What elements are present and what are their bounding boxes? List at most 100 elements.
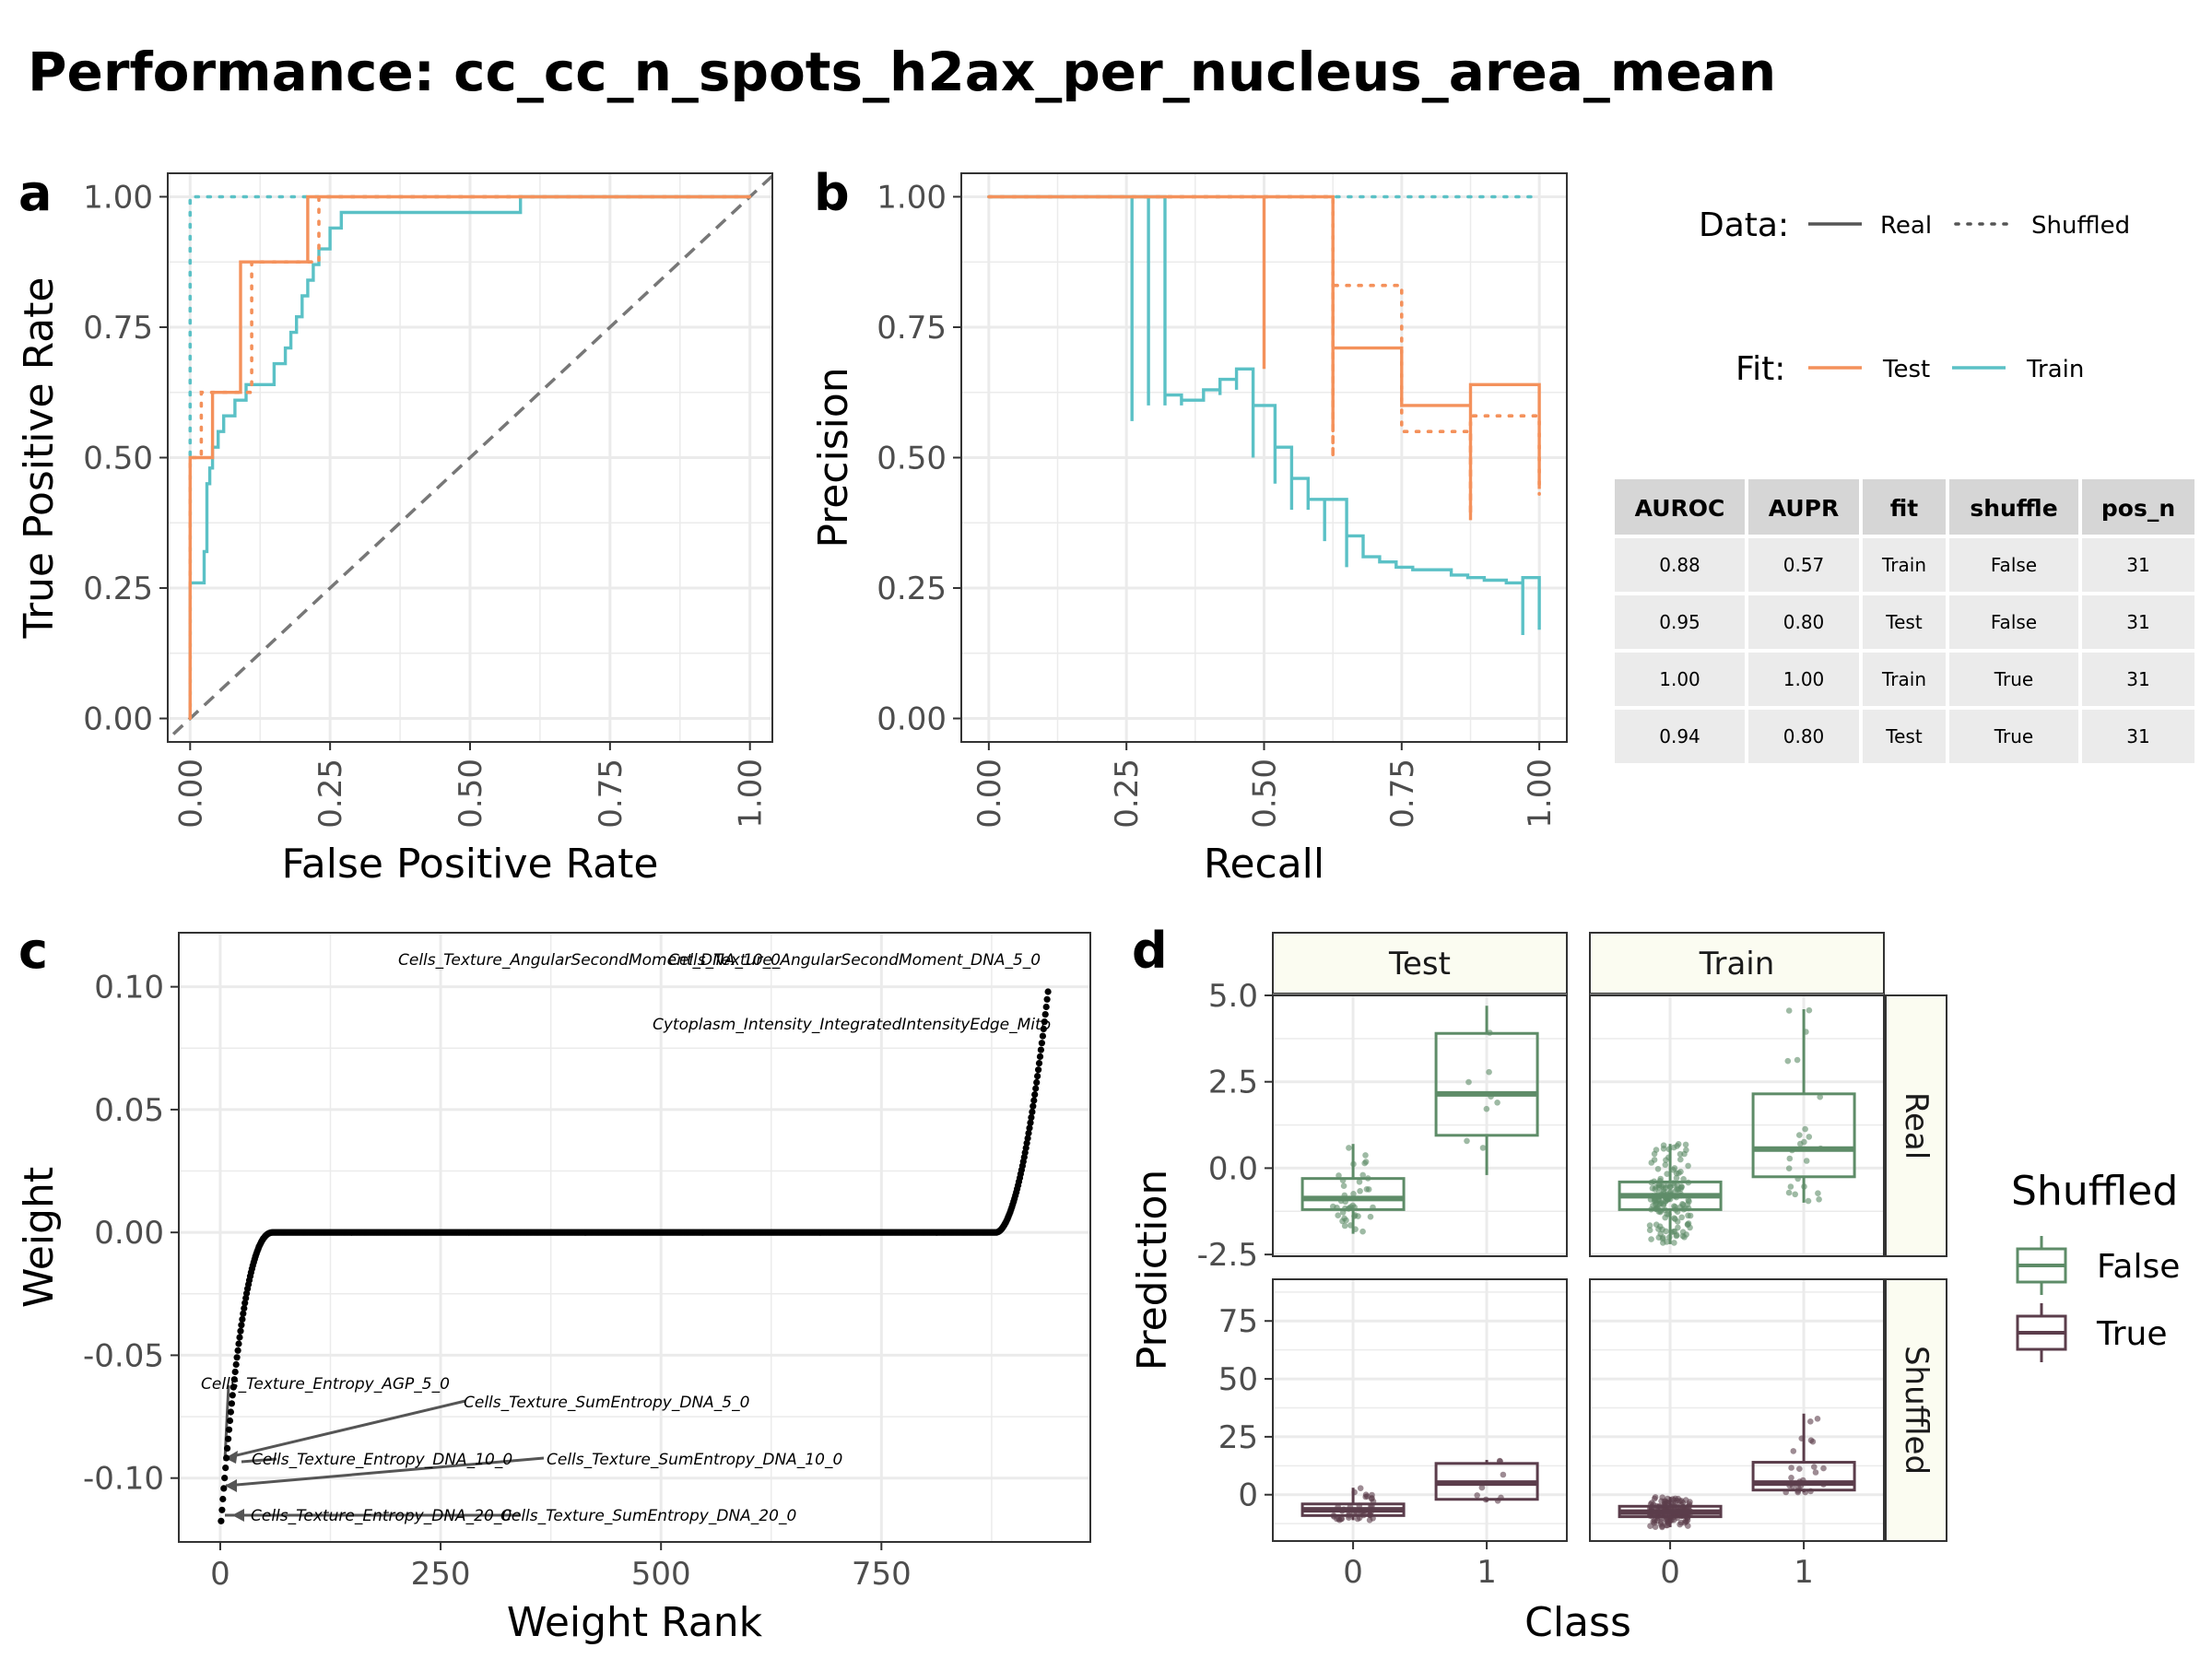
weight-point	[1034, 1073, 1041, 1080]
table-header-cell	[1859, 476, 1949, 538]
weight-point	[241, 1304, 248, 1312]
jitter-point	[1786, 1155, 1794, 1162]
metrics-table: AUROC 0.88 0.95 1.00 0.94 AUPR 0.57 0.80 1.00 0.8…	[1611, 476, 2198, 767]
jitter-point	[1341, 1222, 1348, 1230]
jitter-point	[1663, 1499, 1670, 1506]
table-cell-value: 0.88	[1659, 554, 1700, 576]
facet-y-tick-label: -2.5	[1197, 1237, 1258, 1274]
weight-point	[233, 1354, 241, 1361]
table-header-label: shuffle	[1970, 495, 2057, 522]
table-cell-value: 31	[2126, 668, 2149, 690]
jitter-point	[1655, 1226, 1662, 1232]
jitter-point	[1803, 1158, 1810, 1164]
box-body	[1751, 1092, 1856, 1179]
pr-x-tick-label: 1.00	[1522, 759, 1559, 829]
facet-plot-area	[1273, 1279, 1567, 1541]
jitter-point	[1685, 1523, 1691, 1529]
facet-x-tick-label: 0	[1660, 1554, 1680, 1591]
weights-y-axis-title: Weight	[16, 1167, 63, 1308]
jitter-point	[1500, 1471, 1507, 1478]
facet-y-tick-label: 0.0	[1208, 1150, 1258, 1187]
table-cell	[1859, 535, 1949, 595]
roc-x-tick-label: 0.25	[312, 759, 349, 829]
boxplot-x-axis-title: Class	[1524, 1599, 1631, 1646]
table-cell-value: 0.95	[1659, 611, 1700, 633]
table-cell-value: 0.94	[1659, 725, 1700, 747]
jitter-point	[1361, 1159, 1368, 1167]
weight-point	[234, 1347, 241, 1354]
weight-point	[1039, 1032, 1046, 1040]
table-cell-value: Train	[1881, 554, 1926, 576]
table-cell-value: Train	[1881, 668, 1926, 690]
weight-point	[218, 1506, 226, 1513]
jitter-point	[1658, 1498, 1665, 1504]
roc-x-tick-label: 0.75	[593, 759, 629, 829]
annotation-arrowhead	[225, 1479, 237, 1492]
line-legend: Data: Real Shuffled Fit: Test Train	[1699, 206, 2130, 388]
weight-point	[1035, 1066, 1042, 1074]
weight-point	[238, 1322, 245, 1329]
jitter-point	[1788, 1475, 1794, 1481]
table-cell	[1946, 706, 2082, 767]
facet-strip-real	[1885, 994, 1947, 1257]
weight-point	[225, 1435, 232, 1442]
weight-point	[1025, 1129, 1032, 1137]
facet-strip-label: Shuffled	[1898, 1346, 1935, 1475]
jitter-point	[1807, 1418, 1814, 1425]
table-cell-value: False	[1991, 611, 2037, 633]
jitter-point	[1350, 1191, 1357, 1197]
facet-y-tick-label: 0	[1238, 1477, 1258, 1514]
jitter-point	[1646, 1222, 1653, 1229]
pr-y-tick-label: 1.00	[877, 179, 947, 216]
weight-point	[1027, 1119, 1034, 1126]
roc-y-tick-label: 0.75	[83, 310, 153, 347]
weight-point	[236, 1334, 243, 1341]
roc-chance-line	[171, 174, 774, 735]
jitter-point	[1687, 1212, 1694, 1219]
jitter-point	[1659, 1524, 1665, 1531]
weight-point	[221, 1475, 229, 1482]
weight-point	[222, 1465, 229, 1472]
weights-x-tick-label: 0	[210, 1556, 230, 1593]
roc-x-tick-label: 0.50	[453, 759, 489, 829]
jitter-point	[1811, 1464, 1818, 1470]
roc-y-tick-label: 0.25	[83, 571, 153, 607]
table-cell	[2078, 649, 2198, 710]
table-cell-value: 1.00	[1659, 668, 1700, 690]
jitter-point	[1486, 1068, 1492, 1076]
legend-train-label: Train	[2026, 356, 2084, 383]
roc-x-tick-label: 1.00	[733, 759, 770, 829]
weight-point	[1041, 1011, 1049, 1018]
shuffled-legend: Shuffled False True	[2011, 1168, 2180, 1362]
jitter-point	[1653, 1147, 1660, 1153]
table-cell	[2078, 535, 2198, 595]
facet-strip-label: Test	[1388, 946, 1451, 982]
roc-train-real-line	[188, 194, 750, 719]
jitter-point	[1679, 1500, 1687, 1506]
roc-y-tick-label: 0.50	[83, 441, 153, 477]
jitter-point	[1797, 1140, 1804, 1147]
jitter-point	[1682, 1141, 1689, 1148]
weight-point	[1042, 1003, 1050, 1011]
annotation-connector	[225, 1456, 545, 1488]
weights-x-tick-label: 750	[852, 1556, 912, 1593]
weight-point	[1040, 1025, 1047, 1032]
table-cell-value: True	[1994, 725, 2033, 747]
weight-point	[1043, 995, 1051, 1003]
weight-annotation-label: Cytoplasm_Intensity_IntegratedIntensityE…	[653, 1016, 1051, 1034]
roc-panel: 0.00 0.00 0.25 0.25 0.50 0.50 0.75 0.75 1.00 1.00…	[16, 172, 774, 888]
jitter-point	[1660, 1146, 1667, 1152]
weights-panel: Cells_Texture_AngularSecondMoment_DNA_10…	[16, 932, 1091, 1646]
weight-point	[1035, 1060, 1043, 1067]
weight-point	[239, 1315, 246, 1323]
weight-point	[1031, 1091, 1039, 1099]
pr-y-axis-title: Precision	[810, 367, 857, 547]
pr-x-axis-title: Recall	[1204, 841, 1324, 888]
jitter-point	[1785, 1007, 1793, 1014]
weight-point	[220, 1485, 228, 1492]
table-cell-value: 1.00	[1783, 668, 1825, 690]
jitter-point	[1814, 1416, 1821, 1422]
roc-x-axis-title: False Positive Rate	[282, 841, 659, 888]
jitter-point	[1660, 1240, 1666, 1246]
facet-border	[1589, 994, 1885, 1257]
